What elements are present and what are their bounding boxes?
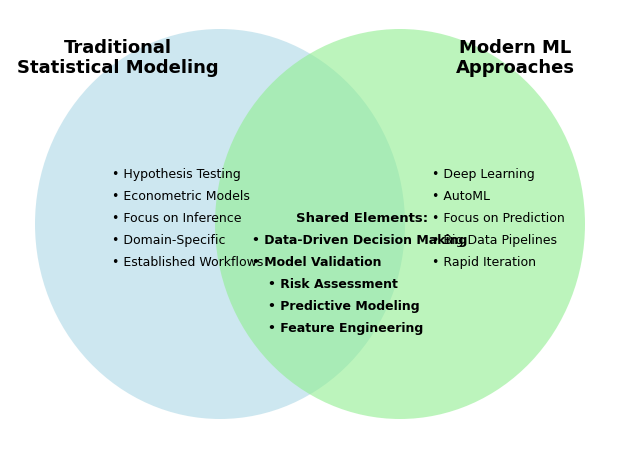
Text: • Econometric Models: • Econometric Models bbox=[112, 190, 250, 203]
Text: • Established Workflows: • Established Workflows bbox=[112, 256, 263, 269]
Ellipse shape bbox=[215, 30, 585, 419]
Text: • Rapid Iteration: • Rapid Iteration bbox=[432, 256, 536, 269]
Text: Shared Elements:: Shared Elements: bbox=[296, 212, 428, 225]
Text: • Data-Driven Decision Making: • Data-Driven Decision Making bbox=[252, 234, 467, 247]
Text: • AutoML: • AutoML bbox=[432, 190, 490, 203]
Ellipse shape bbox=[35, 30, 405, 419]
Text: • Deep Learning: • Deep Learning bbox=[432, 168, 535, 181]
Text: • Focus on Prediction: • Focus on Prediction bbox=[432, 212, 565, 225]
Text: • Big Data Pipelines: • Big Data Pipelines bbox=[432, 234, 557, 247]
Text: • Model Validation: • Model Validation bbox=[252, 256, 382, 269]
Text: Modern ML
Approaches: Modern ML Approaches bbox=[456, 38, 575, 77]
Text: • Feature Engineering: • Feature Engineering bbox=[268, 322, 423, 335]
Text: Traditional
Statistical Modeling: Traditional Statistical Modeling bbox=[17, 38, 219, 77]
Text: • Focus on Inference: • Focus on Inference bbox=[112, 212, 242, 225]
Text: • Predictive Modeling: • Predictive Modeling bbox=[268, 300, 420, 313]
Text: • Domain-Specific: • Domain-Specific bbox=[112, 234, 225, 247]
Text: • Hypothesis Testing: • Hypothesis Testing bbox=[112, 168, 241, 181]
Text: • Risk Assessment: • Risk Assessment bbox=[268, 278, 398, 291]
